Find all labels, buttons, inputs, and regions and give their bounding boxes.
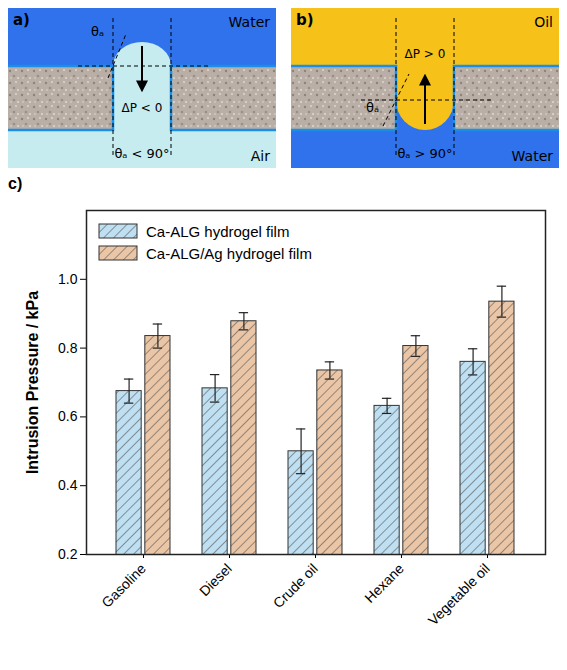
svg-text:1.0: 1.0 bbox=[58, 271, 78, 287]
svg-text:Crude oil: Crude oil bbox=[270, 560, 321, 611]
svg-text:Hexane: Hexane bbox=[361, 560, 407, 606]
html-text:Ca-ALG/Ag hydrogel film: Ca-ALG/Ag hydrogel film bbox=[146, 244, 312, 262]
svg-text:b): b) bbox=[296, 11, 314, 29]
svg-text:Water: Water bbox=[229, 14, 271, 30]
svg-text:θₐ: θₐ bbox=[91, 24, 104, 39]
svg-text:Gasoline: Gasoline bbox=[98, 560, 149, 611]
html-text:c): c) bbox=[8, 175, 23, 192]
svg-text:Air: Air bbox=[251, 148, 270, 164]
svg-text:θₐ > 90°: θₐ > 90° bbox=[397, 146, 452, 161]
svg-text:Vegetable oil: Vegetable oil bbox=[425, 560, 493, 628]
svg-text:θₐ < 90°: θₐ < 90° bbox=[114, 146, 169, 161]
svg-text:θₐ: θₐ bbox=[366, 100, 379, 115]
svg-text:0.6: 0.6 bbox=[58, 408, 78, 424]
svg-text:0.2: 0.2 bbox=[58, 546, 78, 562]
svg-text:Water: Water bbox=[512, 148, 554, 164]
svg-text:0.4: 0.4 bbox=[58, 477, 78, 493]
svg-text:ΔP < 0: ΔP < 0 bbox=[122, 101, 163, 115]
svg-text:Intrusion Pressure / kPa: Intrusion Pressure / kPa bbox=[24, 291, 41, 474]
svg-text:Oil: Oil bbox=[534, 14, 553, 30]
html-text:Ca-ALG hydrogel film: Ca-ALG hydrogel film bbox=[146, 222, 290, 240]
svg-text:Diesel: Diesel bbox=[196, 560, 235, 599]
svg-text:ΔP > 0: ΔP > 0 bbox=[405, 47, 446, 61]
svg-text:a): a) bbox=[13, 11, 30, 29]
svg-text:0.8: 0.8 bbox=[58, 340, 78, 356]
